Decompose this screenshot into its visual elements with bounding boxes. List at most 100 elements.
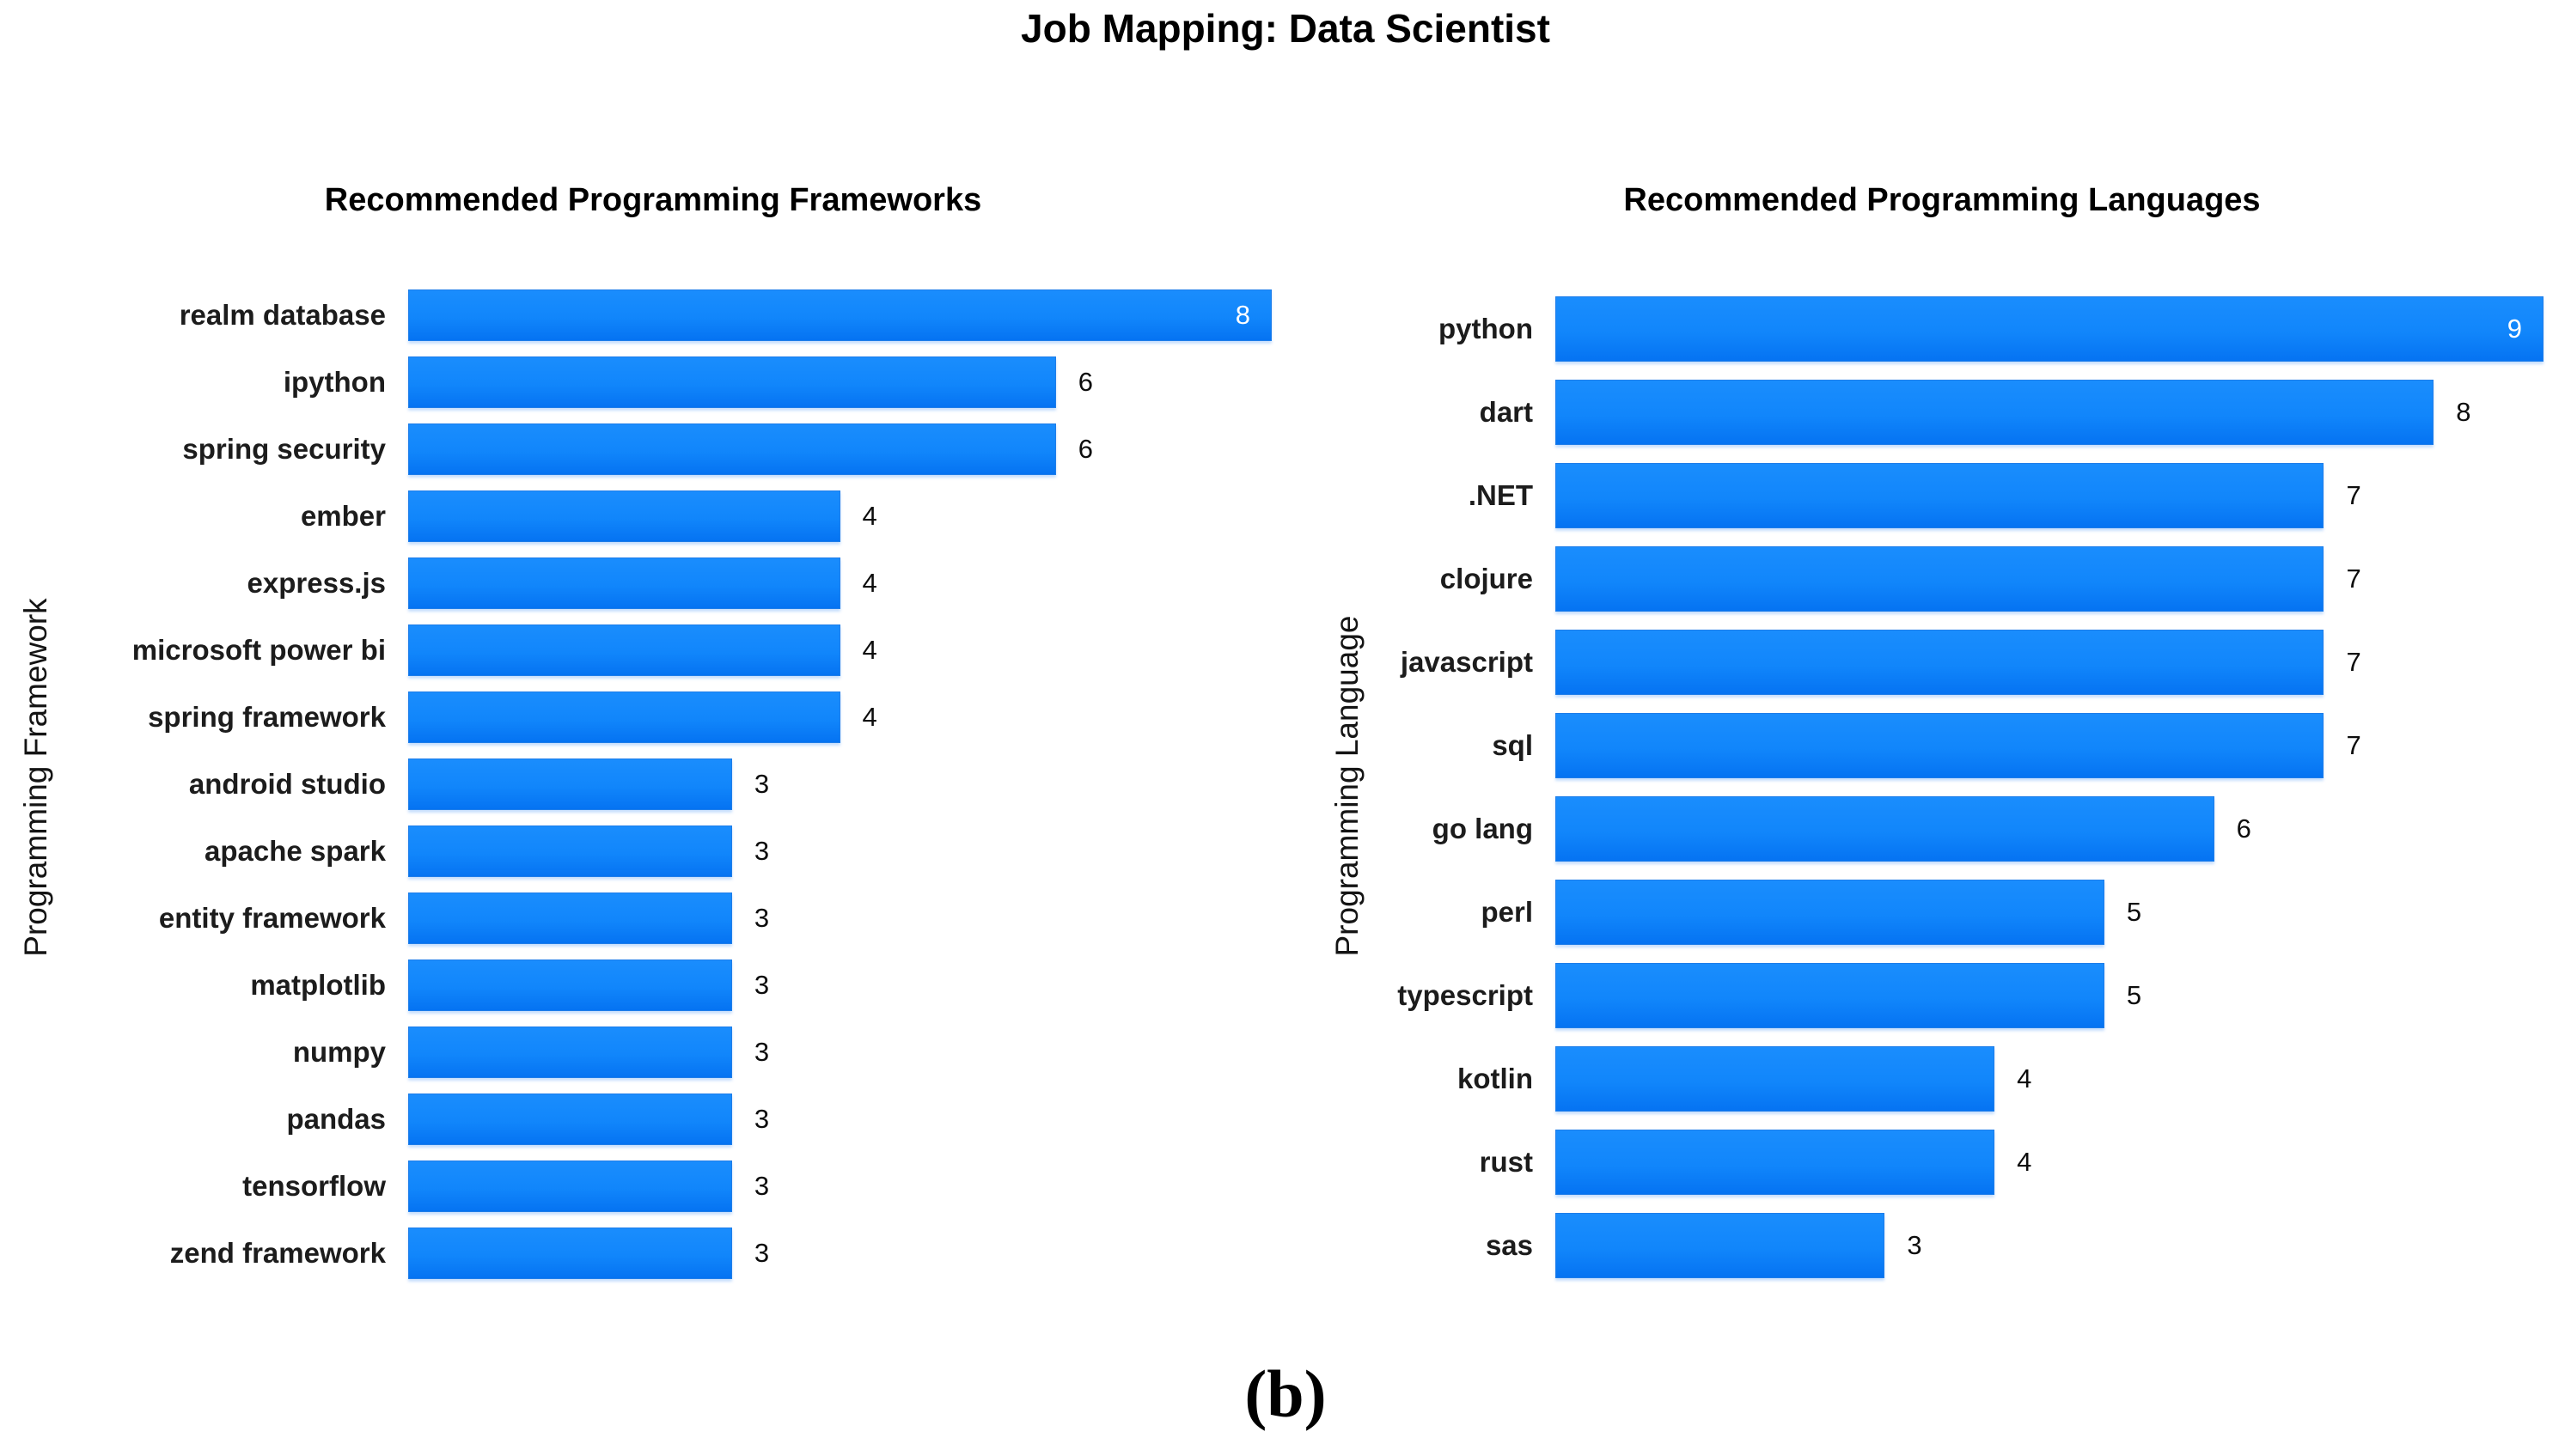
bar-track: 3 [408,1228,1272,1279]
bar-track: 4 [1555,1129,2544,1195]
bar [1555,1212,1885,1278]
bar [1555,545,2324,612]
bar [408,356,1056,408]
value-label: 3 [754,769,770,799]
bar [408,1094,732,1145]
bar [408,892,732,944]
category-label: perl [1481,895,1533,928]
bar-track: 6 [408,423,1272,475]
bar-track: 3 [408,1161,1272,1212]
bar-track: 7 [1555,545,2544,612]
category-label: android studio [188,768,386,800]
value-label: 3 [1907,1229,1922,1260]
value-label: 7 [2346,563,2361,594]
category-label: go lang [1432,812,1533,844]
value-label: 3 [754,1238,770,1268]
bar-row: apache spark 3 [95,818,1272,885]
category-label: sas [1485,1228,1533,1261]
bar-row: .NET 7 [1246,454,2544,537]
bar-row: typescript 5 [1246,953,2544,1037]
value-label: 6 [1078,367,1093,397]
value-label: 4 [862,702,877,732]
bar: 9 [1555,295,2544,362]
value-label: 6 [2236,813,2251,844]
value-label: 5 [2126,979,2142,1010]
bar-track: 7 [1555,462,2544,528]
value-label: 6 [1078,434,1093,464]
value-label: 4 [862,635,877,665]
bar-row: go lang 6 [1246,787,2544,870]
figure-caption: (b) [1244,1356,1327,1431]
bar [1555,1045,1995,1112]
bar-track: 3 [408,892,1272,944]
bar [408,1228,732,1279]
category-label: microsoft power bi [131,634,386,666]
bar-track: 7 [1555,629,2544,695]
bar [408,758,732,810]
value-label: 7 [2346,479,2361,510]
frameworks-bar-chart: realm database 8 ipython 6 spring security 6 e… [95,282,1272,1287]
category-label: realm database [179,299,386,331]
bar-track: 4 [1555,1045,2544,1112]
bar: 8 [408,289,1272,341]
bar-row: python 9 [1246,287,2544,370]
frameworks-y-axis-label: Programming Framework [18,598,53,957]
bar-row: numpy 3 [95,1019,1272,1086]
bar-row: javascript 7 [1246,620,2544,704]
value-label: 9 [2507,313,2522,344]
bar-track: 3 [408,1094,1272,1145]
bar-row: sas 3 [1246,1203,2544,1287]
value-label: 4 [862,568,877,598]
value-label: 3 [754,903,770,933]
bar-row: matplotlib 3 [95,952,1272,1019]
page-title: Job Mapping: Data Scientist [1021,6,1550,51]
bar [408,490,840,542]
category-label: tensorflow [242,1170,386,1202]
bar-row: spring framework 4 [95,684,1272,751]
bar-track: 3 [408,959,1272,1011]
bar [1555,962,2104,1028]
category-label: matplotlib [250,969,386,1001]
category-label: express.js [247,567,386,599]
bar-row: express.js 4 [95,550,1272,617]
bar [408,423,1056,475]
languages-bar-chart: python 9 dart 8 .NET 7 clojure 7 javascript 7 sql 7… [1246,287,2544,1287]
bar-row: android studio 3 [95,751,1272,818]
bar-row: zend framework 3 [95,1220,1272,1287]
bar-row: kotlin 4 [1246,1037,2544,1120]
value-label: 4 [2017,1063,2032,1094]
category-label: kotlin [1457,1062,1533,1094]
frameworks-chart-title: Recommended Programming Frameworks [324,182,982,218]
category-label: typescript [1397,978,1533,1011]
bar [1555,1129,1995,1195]
value-label: 3 [754,1104,770,1134]
bar-track: 3 [408,825,1272,877]
bar-track: 3 [408,1027,1272,1078]
bar-row: clojure 7 [1246,537,2544,620]
category-label: spring framework [148,701,386,733]
bar-track: 4 [408,557,1272,609]
category-label: numpy [292,1036,386,1068]
bar [408,624,840,676]
bar [408,1027,732,1078]
bar-track: 9 [1555,295,2544,362]
value-label: 7 [2346,729,2361,760]
bar-row: perl 5 [1246,870,2544,953]
bar-track: 4 [408,490,1272,542]
category-label: .NET [1468,478,1533,511]
category-label: ipython [283,366,386,398]
bar-row: entity framework 3 [95,885,1272,952]
bar-track: 5 [1555,962,2544,1028]
bar-row: realm database 8 [95,282,1272,349]
category-label: ember [300,500,386,532]
bar-track: 8 [1555,379,2544,445]
value-label: 8 [1235,300,1250,330]
category-label: sql [1492,728,1533,761]
bar-track: 6 [1555,795,2544,862]
bar [1555,795,2214,862]
value-label: 7 [2346,646,2361,677]
category-label: clojure [1439,562,1533,594]
bar-track: 4 [408,624,1272,676]
bar-row: spring security 6 [95,416,1272,483]
